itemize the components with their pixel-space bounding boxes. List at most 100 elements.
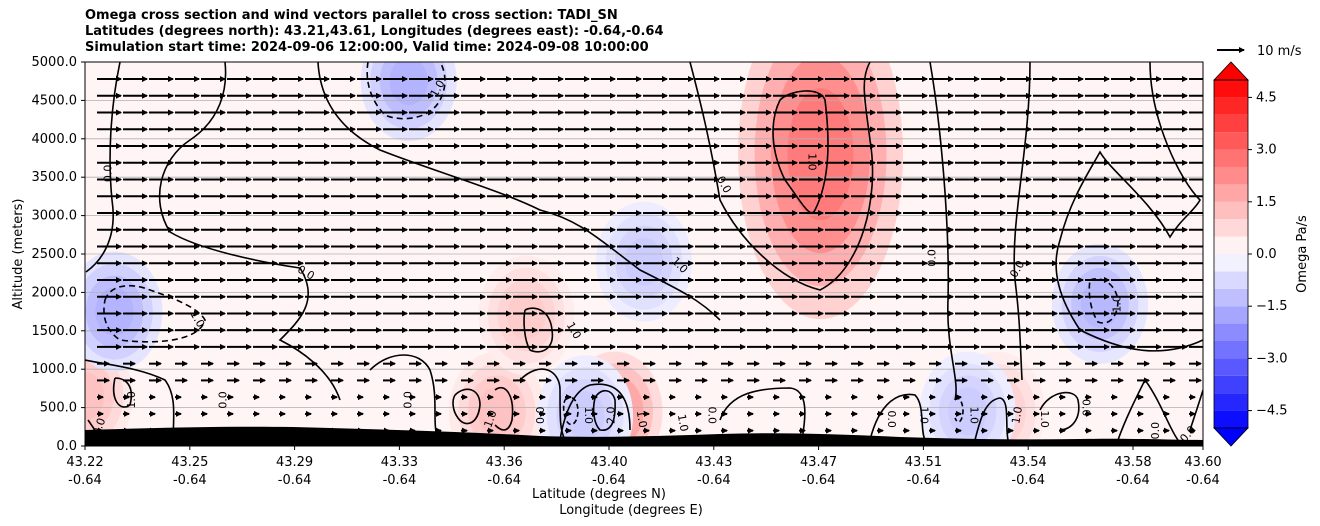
contour-label: 1.0 [582, 407, 595, 425]
contour-line-negative [562, 396, 579, 426]
vector-key-label: 10 m/s [1257, 44, 1302, 59]
y-axis-ticks: 0.0 500.0 1000.0 1500.0 2000.0 2500.0 3000.0 35… [32, 55, 85, 454]
colorbar-segment [1214, 201, 1248, 220]
contour-line [1039, 391, 1080, 431]
colorbar-tick-label: 3.0 [1256, 143, 1277, 158]
y-tick-label: 3000.0 [32, 209, 78, 224]
x-tick-label-lon: -0.64 [173, 473, 207, 488]
x-tick-label-lon: -0.64 [1116, 473, 1150, 488]
colorbar-segment [1214, 271, 1248, 289]
omega-negative-cell [95, 287, 134, 336]
contour-label: 1.0 [125, 391, 138, 409]
contour-label: 0.0 [706, 407, 719, 425]
y-tick-label: 2000.0 [32, 285, 78, 300]
colorbar-segment [1214, 80, 1248, 98]
colorbar-segment [1214, 323, 1248, 341]
chart-title-line-1: Omega cross section and wind vectors par… [85, 8, 618, 23]
omega-positive-cell [787, 88, 854, 221]
x-tick-label-lon: -0.64 [802, 473, 836, 488]
y-tick-label: 500.0 [40, 401, 77, 416]
contour-line [369, 354, 441, 441]
colorbar-segment [1214, 184, 1248, 202]
contour-label: 1.0 [675, 413, 691, 432]
x-tick-label-lat: 43.22 [66, 455, 103, 470]
x-tick-label-lat: 43.40 [590, 455, 627, 470]
colorbar-tick-label: 4.5 [1256, 90, 1277, 105]
contour-label: 0.0 [216, 391, 229, 409]
contour-line [494, 386, 514, 431]
colorbar-segment [1214, 288, 1248, 307]
colorbar-extend-top [1213, 61, 1249, 81]
x-tick-label-lon: -0.64 [907, 473, 941, 488]
y-tick-label: 0.0 [56, 439, 77, 454]
x-tick-label-lon: -0.64 [1186, 473, 1220, 488]
colorbar: 4.5 3.0 1.5 0.0 −1.5 −3.0 −4.5 [1213, 61, 1288, 447]
colorbar-tick-label: −4.5 [1256, 404, 1288, 419]
x-tick-label-lon: -0.64 [383, 473, 417, 488]
contour-label: 1.0 [968, 407, 981, 425]
colorbar-tick-label: −1.5 [1256, 299, 1288, 314]
x-tick-label-lat: 43.60 [1184, 455, 1221, 470]
contour-line-negative [1088, 278, 1119, 324]
colorbar-segment [1214, 254, 1248, 272]
chart-title-line-3: Simulation start time: 2024-09-06 12:00:… [85, 40, 649, 55]
contour-label: 0.0 [102, 165, 115, 183]
chart-title-line-2: Latitudes (degrees north): 43.21,43.61, … [85, 24, 664, 39]
contour-label: 1.0 [1009, 405, 1025, 424]
omega-positive-cell [85, 372, 105, 421]
contour-label: 0.0 [1149, 422, 1162, 440]
x-axis-label-latitude: Latitude (degrees N) [532, 487, 666, 502]
colorbar-tick-label: −3.0 [1256, 351, 1288, 366]
contour-line [719, 387, 806, 441]
omega-negative-cell [624, 237, 664, 286]
colorbar-label: Omega Pa/s [1295, 215, 1310, 293]
x-tick-label-lat: 43.43 [695, 455, 732, 470]
x-tick-label-lon: -0.64 [1011, 473, 1045, 488]
colorbar-segment [1214, 167, 1248, 185]
contour-line [1189, 389, 1203, 431]
colorbar-segment [1214, 219, 1248, 237]
contour-line-negative [103, 284, 206, 343]
x-tick-label-lat: 43.54 [1010, 455, 1047, 470]
x-tick-label-lon: -0.64 [697, 473, 731, 488]
y-tick-label: 1500.0 [32, 324, 78, 339]
colorbar-segment [1214, 341, 1248, 359]
colorbar-segment [1214, 149, 1248, 167]
colorbar-segment [1214, 358, 1248, 376]
y-tick-label: 2500.0 [32, 247, 78, 262]
omega-positive-cell [507, 291, 546, 340]
contour-line [85, 62, 121, 273]
contour-label: 1.0 [918, 407, 931, 425]
x-tick-label-lon: -0.64 [68, 473, 102, 488]
x-axis-ticks: 43.22 -0.64 43.25 -0.64 43.29 -0.64 43.33 -0.64… [66, 446, 1222, 488]
terrain [85, 426, 1203, 446]
colorbar-segment [1214, 393, 1248, 411]
x-tick-label-lat: 43.36 [486, 455, 523, 470]
omega-positive-cell [477, 387, 517, 436]
x-tick-label-lon: -0.64 [278, 473, 312, 488]
y-tick-label: 3500.0 [32, 170, 78, 185]
contour-line [158, 62, 341, 401]
x-axis-label-longitude: Longitude (degrees E) [559, 503, 703, 518]
x-tick-label-lat: 43.47 [800, 455, 837, 470]
contour-line [452, 388, 481, 425]
colorbar-segment [1214, 306, 1248, 324]
contour-label: 2.0 [605, 407, 618, 425]
x-tick-label-lat: 43.51 [905, 455, 942, 470]
x-tick-label-lat: 43.33 [381, 455, 418, 470]
colorbar-segment [1214, 97, 1248, 115]
contour-label: 0.0 [534, 407, 547, 425]
contour-label: 0.0 [885, 410, 898, 428]
omega-negative-cell [389, 62, 428, 106]
x-tick-label-lon: -0.64 [592, 473, 626, 488]
contour-label: 0.0 [925, 249, 938, 267]
colorbar-segment [1214, 236, 1248, 254]
contour-label: 1.0 [1038, 410, 1051, 428]
colorbar-segment [1214, 114, 1248, 133]
x-tick-label-lon: -0.64 [487, 473, 521, 488]
y-axis-label: Altitude (meters) [11, 199, 26, 310]
y-tick-label: 4000.0 [32, 132, 78, 147]
contour-label: 1.0 [481, 409, 499, 430]
colorbar-segment [1214, 410, 1248, 428]
contour-line [689, 62, 874, 291]
